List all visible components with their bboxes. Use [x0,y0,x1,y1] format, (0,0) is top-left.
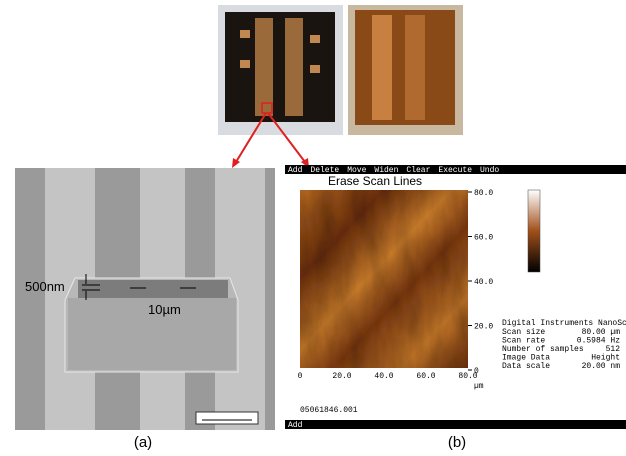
status-text: Add [288,421,303,430]
thickness-label: 500nm [25,279,65,294]
sem-image: 500nm 10µm [15,168,275,430]
info-key: Data scale [502,362,550,371]
menu-item[interactable]: Execute [438,166,472,175]
afm-image [300,190,468,368]
x-tick-label: 20.0 [332,372,351,381]
menu-item[interactable]: Undo [480,166,499,175]
y-tick-label: 20.0 [474,323,493,332]
x-unit: µm [474,382,484,391]
caption: (b) [448,434,466,451]
x-tick-label: 60.0 [416,372,435,381]
width-label: 10µm [148,302,181,317]
x-tick-label: 0 [298,372,303,381]
y-tick-label: 60.0 [474,234,493,243]
caption: (a) [134,434,152,451]
x-tick-label: 80.0 [458,372,477,381]
figure: 20.0 nm10.0 nm0.0 nm 500nm 10µm [0,0,626,456]
afm-title: Erase Scan Lines [328,174,422,188]
menu-item[interactable]: Add [288,166,303,175]
y-tick-label: 40.0 [474,278,493,287]
x-tick-label: 40.0 [374,372,393,381]
y-tick-label: 80.0 [474,189,493,198]
info-value: 20.00 nm [582,362,621,371]
info-title: Digital Instruments NanoScope [502,319,626,328]
photo [218,5,463,168]
file-name: 05061846.001 [300,406,358,415]
